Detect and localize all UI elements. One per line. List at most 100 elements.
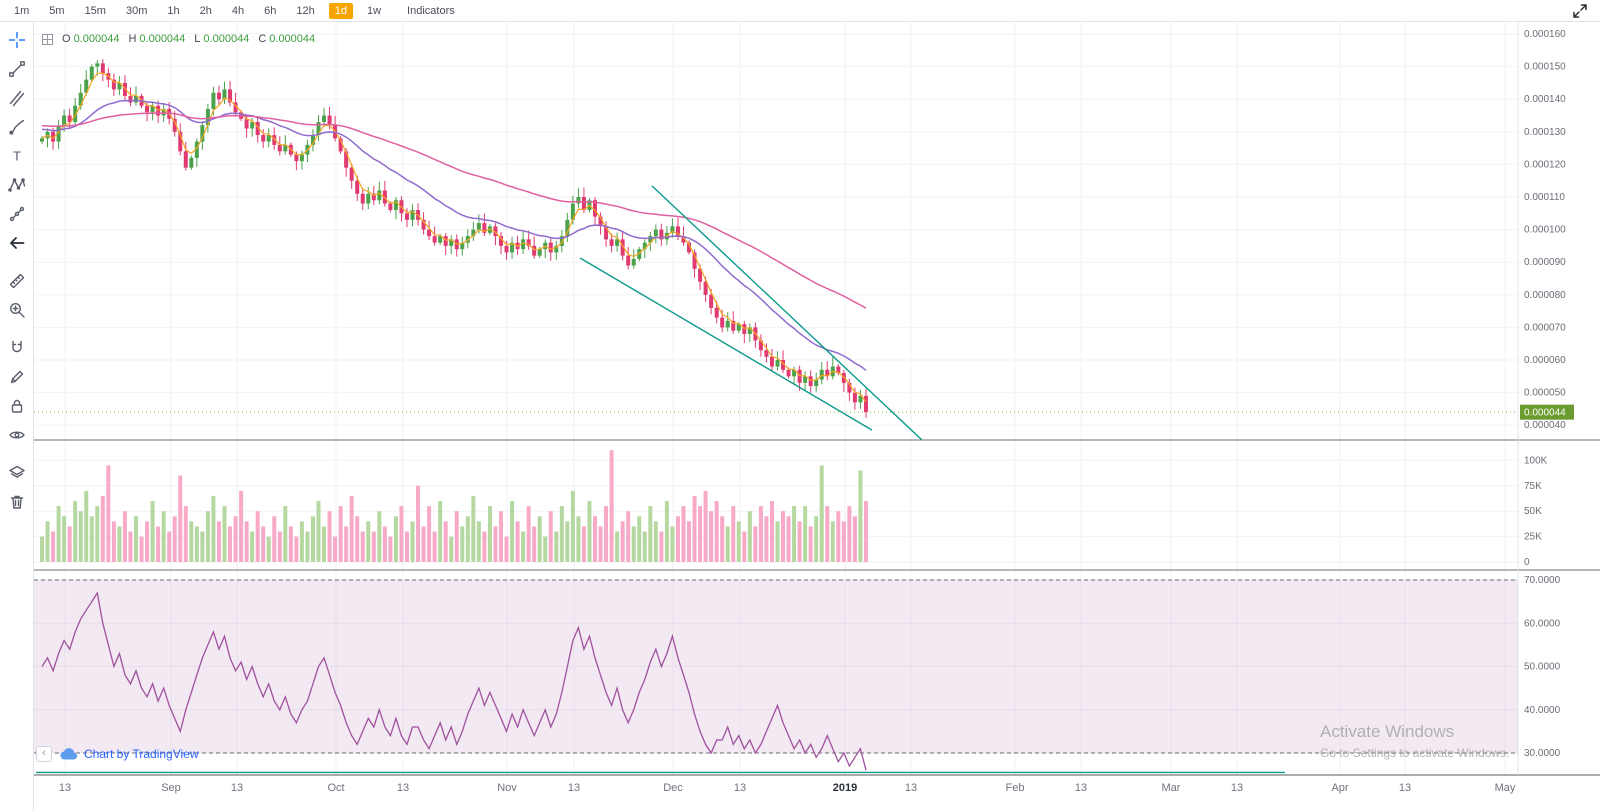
trend-line-tool[interactable]	[5, 57, 29, 81]
svg-text:0.000060: 0.000060	[1524, 355, 1566, 366]
grid	[34, 22, 1518, 775]
legend-label-C: C	[258, 33, 267, 45]
svg-text:70.0000: 70.0000	[1524, 575, 1561, 586]
xabcd-pattern-icon	[7, 178, 25, 192]
indicators-button[interactable]: Indicators	[407, 4, 455, 17]
svg-text:50.0000: 50.0000	[1524, 662, 1561, 673]
text-tool[interactable]: T	[5, 144, 29, 168]
timeframe-1d[interactable]: 1d	[328, 2, 353, 19]
svg-text:0.000040: 0.000040	[1524, 420, 1566, 431]
legend-value-O: 0.000044	[73, 33, 120, 45]
brush-tool[interactable]	[5, 115, 29, 139]
measure-tool[interactable]	[5, 269, 29, 293]
hide-drawings-tool[interactable]	[5, 423, 29, 447]
timeframe-12h[interactable]: 12h	[296, 4, 315, 17]
svg-text:13: 13	[231, 782, 243, 794]
back-arrow-icon	[9, 237, 24, 249]
cloud-logo-icon	[60, 748, 78, 760]
svg-text:T: T	[13, 149, 21, 164]
drawing-toolbar: T	[0, 22, 34, 811]
svg-text:0.000044: 0.000044	[1524, 408, 1566, 419]
svg-text:40.0000: 40.0000	[1524, 705, 1561, 716]
svg-text:13: 13	[568, 782, 580, 794]
legend-value-H: 0.000044	[139, 33, 186, 45]
svg-text:Dec: Dec	[663, 782, 683, 794]
remove-drawings-tool[interactable]	[5, 490, 29, 514]
timeframe-4h[interactable]: 4h	[231, 4, 245, 17]
trendline-1[interactable]	[651, 185, 923, 441]
svg-text:30.0000: 30.0000	[1524, 748, 1561, 759]
object-tree-tool[interactable]	[5, 461, 29, 485]
last-price-tag	[1520, 404, 1574, 420]
hide-drawings-icon	[8, 431, 25, 439]
svg-text:Oct: Oct	[327, 782, 344, 794]
xabcd-pattern-tool[interactable]	[5, 173, 29, 197]
svg-text:Feb: Feb	[1006, 782, 1025, 794]
chart-area: 0.000160 0.000150 0.000140 0.000130 0.000120…	[34, 22, 1600, 796]
timeframe-1w[interactable]: 1w	[366, 4, 382, 17]
timeframe-1m[interactable]: 1m	[14, 4, 30, 17]
chart-svg[interactable]: 0.000160 0.000150 0.000140 0.000130 0.000120…	[34, 22, 1600, 796]
timeframe-1h[interactable]: 1h	[167, 4, 180, 17]
magnet-tool[interactable]	[5, 336, 29, 360]
svg-text:0.000090: 0.000090	[1524, 257, 1566, 268]
svg-text:0.000150: 0.000150	[1524, 62, 1566, 73]
stay-drawing-mode-icon	[10, 370, 23, 384]
svg-text:Mar: Mar	[1162, 782, 1181, 794]
volume-pane[interactable]	[40, 450, 868, 562]
svg-text:13: 13	[905, 782, 917, 794]
svg-text:100K: 100K	[1524, 455, 1548, 466]
collapse-pane-button[interactable]: ‹	[36, 746, 52, 762]
zoom-in-icon	[9, 302, 25, 318]
svg-text:13: 13	[397, 782, 409, 794]
svg-text:13: 13	[1399, 782, 1411, 794]
timeframe-6h[interactable]: 6h	[264, 4, 277, 17]
timeframe-15m[interactable]: 15m	[84, 4, 106, 17]
zoom-in-tool[interactable]	[5, 298, 29, 322]
price-axis[interactable]: 0.000160 0.000150 0.000140 0.000130 0.000120…	[1524, 29, 1566, 759]
lock-drawings-tool[interactable]	[5, 394, 29, 418]
trendline-2[interactable]	[579, 257, 873, 431]
svg-text:Apr: Apr	[1331, 782, 1348, 794]
back-arrow-tool[interactable]	[5, 231, 29, 255]
svg-text:0.000160: 0.000160	[1524, 29, 1566, 40]
brush-icon	[8, 119, 24, 135]
fib-lines-icon	[9, 90, 24, 107]
svg-text:0.000100: 0.000100	[1524, 225, 1566, 236]
legend-values: O 0.000044 H 0.000044 L 0.000044 C 0.000044	[53, 33, 315, 45]
forecast-tool[interactable]	[5, 202, 29, 226]
timeframe-2h[interactable]: 2h	[199, 4, 212, 17]
timeframe-5m[interactable]: 5m	[49, 4, 65, 17]
ohlc-legend: O 0.000044 H 0.000044 L 0.000044 C 0.000044	[42, 33, 315, 45]
svg-text:0.000140: 0.000140	[1524, 94, 1566, 105]
trend-line-icon	[8, 61, 25, 77]
svg-text:0.000080: 0.000080	[1524, 290, 1566, 301]
time-axis[interactable]: 13 Sep 13 Oct 13 Nov 13 Dec 13 2019 13 Feb 13 Mar 13 Ap…	[59, 782, 1516, 794]
attribution-link[interactable]: Chart by TradingView	[84, 747, 199, 761]
magnet-icon	[11, 340, 22, 353]
fullscreen-icon	[1573, 3, 1587, 18]
svg-text:13: 13	[1231, 782, 1243, 794]
object-tree-icon	[8, 465, 25, 478]
svg-text:Sep: Sep	[161, 782, 181, 794]
ma-slow-line	[41, 112, 867, 309]
svg-text:50K: 50K	[1524, 506, 1542, 517]
svg-text:0.000110: 0.000110	[1524, 192, 1565, 203]
svg-text:Nov: Nov	[497, 782, 517, 794]
legend-label-L: L	[194, 33, 201, 45]
crosshair-tool[interactable]	[5, 28, 29, 52]
activate-windows-watermark: Activate Windows Go to Settings to activ…	[1320, 722, 1509, 760]
fib-lines-tool[interactable]	[5, 86, 29, 110]
rsi-line	[41, 591, 867, 771]
legend-label-H: H	[128, 33, 137, 45]
fullscreen-button[interactable]	[1572, 3, 1588, 19]
timeframe-30m[interactable]: 30m	[125, 4, 148, 17]
stay-drawing-mode-tool[interactable]	[5, 365, 29, 389]
svg-text:60.0000: 60.0000	[1524, 618, 1561, 629]
ma-fast-line	[41, 72, 867, 403]
text-icon: T	[13, 149, 21, 164]
svg-text:May: May	[1495, 782, 1516, 794]
timeframe-bar: 1m 5m 15m 30m 1h 2h 4h 6h 12h 1d 1w	[4, 2, 391, 19]
svg-text:25K: 25K	[1524, 532, 1542, 543]
svg-text:0.000070: 0.000070	[1524, 322, 1566, 333]
